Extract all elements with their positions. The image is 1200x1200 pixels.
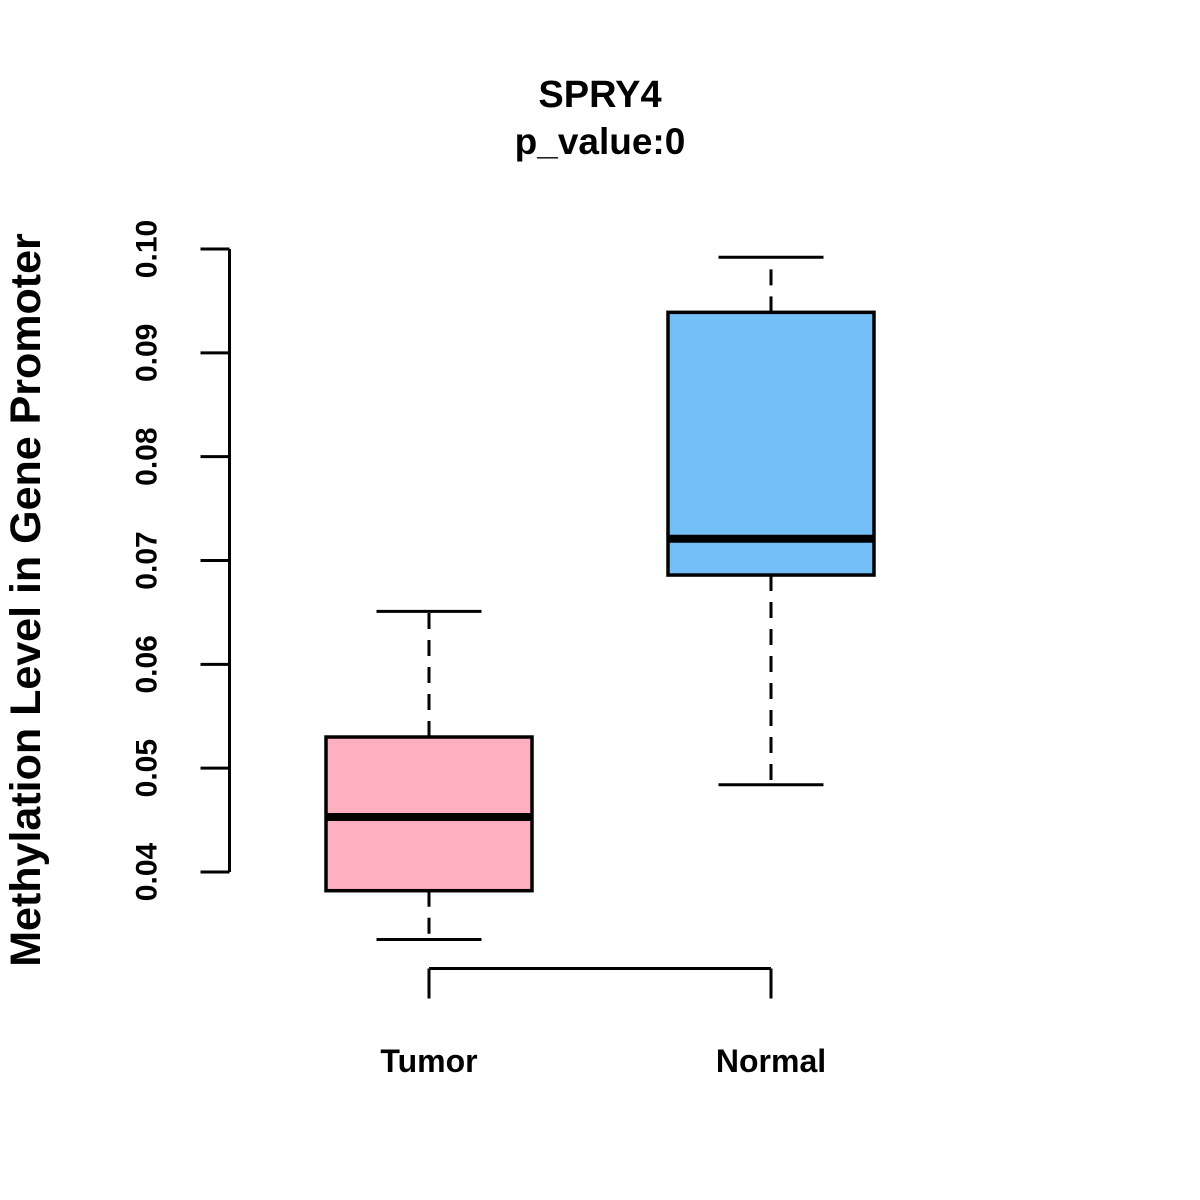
y-axis: 0.04 0.05 0.06 0.07 0.08 0.09 0.10 bbox=[131, 220, 231, 901]
normal-iqr-box bbox=[666, 310, 876, 577]
y-axis-title: Methylation Level in Gene Promoter bbox=[2, 233, 50, 967]
x-label-normal: Normal bbox=[716, 1043, 826, 1079]
y-tick-label: 0.04 bbox=[131, 842, 164, 901]
y-tick-label: 0.08 bbox=[131, 427, 164, 485]
x-axis bbox=[427, 967, 773, 999]
x-label-tumor: Tumor bbox=[380, 1043, 477, 1079]
x-axis-labels: Tumor Normal bbox=[380, 1043, 826, 1079]
y-tick-label: 0.05 bbox=[131, 739, 164, 797]
box-group-normal bbox=[666, 255, 876, 787]
chart-subtitle: p_value:0 bbox=[515, 121, 686, 162]
y-tick-label: 0.09 bbox=[131, 324, 164, 382]
y-tick-label: 0.07 bbox=[131, 531, 164, 589]
box-group-tumor bbox=[324, 609, 534, 941]
y-tick-label: 0.10 bbox=[131, 220, 164, 278]
chart-title: SPRY4 bbox=[538, 74, 661, 116]
boxplot-groups bbox=[324, 255, 876, 941]
y-tick-label: 0.06 bbox=[131, 635, 164, 693]
